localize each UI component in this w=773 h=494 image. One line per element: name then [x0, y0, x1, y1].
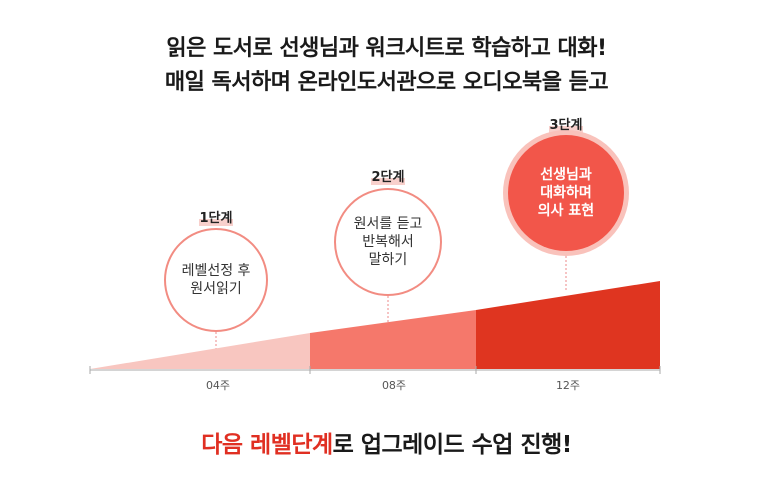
tick-label-08: 08주 — [381, 379, 407, 392]
stage-3-segment — [476, 281, 660, 369]
stage-2-label: 2단계 — [348, 166, 428, 185]
stage-3-text: 선생님과 대화하며 의사 표현 — [537, 167, 595, 219]
headline-line-2: 매일 독서하며 온라인도서관으로 오디오북을 듣고 — [164, 70, 609, 95]
headline-line-1: 읽은 도서로 선생님과 워크시트로 학습하고 대화! — [166, 36, 607, 61]
stage-2-text: 원서를 듣고 반복해서 말하기 — [353, 216, 423, 268]
footer-message: 다음 레벨단계로 업그레이드 수업 진행! — [0, 425, 773, 459]
stage-1-label: 1단계 — [176, 207, 256, 226]
stage-3-circle: 선생님과 대화하며 의사 표현 — [508, 135, 624, 251]
stage-1-segment — [90, 333, 310, 369]
tick-label-04: 04주 — [205, 379, 231, 392]
tick-label-12: 12주 — [555, 379, 581, 392]
stage-3-label: 3단계 — [526, 114, 606, 133]
stage-1-circle: 레벨선정 후 원서읽기 — [164, 228, 268, 332]
stage-2-circle: 원서를 듣고 반복해서 말하기 — [334, 188, 442, 296]
stage-1-text: 레벨선정 후 원서읽기 — [181, 263, 251, 297]
footer-rest: 로 업그레이드 수업 진행! — [332, 432, 573, 458]
footer-accent: 다음 레벨단계 — [201, 432, 333, 458]
stage-2-segment — [310, 310, 476, 369]
